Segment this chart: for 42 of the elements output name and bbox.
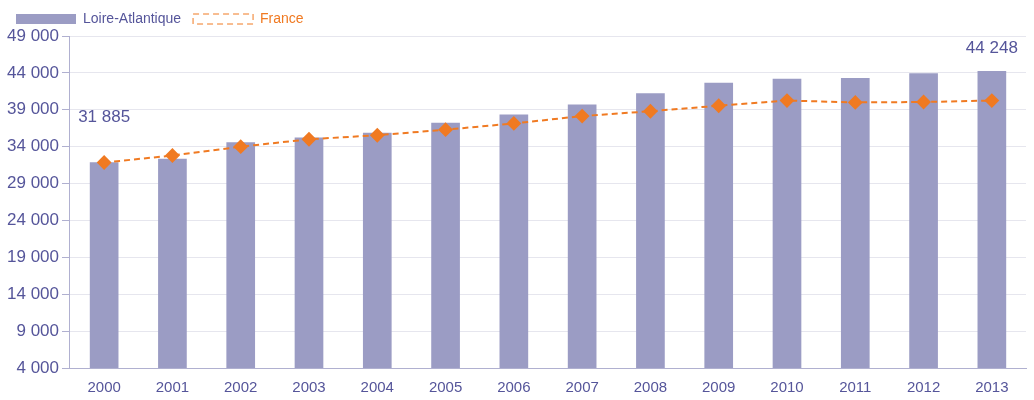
- y-tick-label: 39 000: [7, 99, 59, 119]
- y-tick-label: 44 000: [7, 62, 59, 82]
- point: [233, 139, 248, 154]
- point: [916, 95, 931, 110]
- point: [438, 122, 453, 137]
- x-tick-label: 2006: [497, 378, 531, 396]
- x-tick-label: 2004: [360, 378, 394, 396]
- y-tick-label: 4 000: [16, 357, 59, 377]
- point: [984, 93, 999, 108]
- legend-label: France: [260, 9, 304, 26]
- x-tick-label: 2011: [839, 378, 872, 396]
- x-tick-label: 2003: [292, 378, 326, 396]
- y-tick-label: 14 000: [7, 283, 59, 303]
- point: [780, 93, 794, 108]
- x-tick-label: 2005: [428, 378, 463, 396]
- legend-label: Loire-Atlantique: [83, 9, 182, 26]
- x-tick-label: 2007: [565, 378, 599, 396]
- x-tick-label: 2001: [155, 378, 190, 396]
- point: [97, 155, 112, 170]
- y-tick-label: 19 000: [7, 247, 59, 267]
- x-tick-label: 2009: [702, 378, 736, 396]
- point: [848, 95, 863, 110]
- x-tick-label: 2008: [633, 378, 668, 396]
- data-label: 31 885: [78, 107, 131, 127]
- point: [575, 109, 590, 124]
- x-tick-label: 2002: [224, 378, 258, 396]
- y-tick-label: 29 000: [7, 173, 59, 193]
- x-tick-label: 2012: [906, 378, 941, 396]
- point: [506, 116, 521, 131]
- data-label: 44 248: [965, 38, 1018, 58]
- x-tick-label: 2010: [770, 378, 804, 396]
- y-tick-label: 49 000: [7, 25, 59, 45]
- x-tick-label: 2000: [87, 378, 121, 396]
- x-tick-label: 2013: [975, 378, 1009, 396]
- point: [370, 128, 385, 143]
- point: [302, 132, 316, 147]
- point: [643, 104, 658, 119]
- y-tick-label: 9 000: [16, 320, 59, 340]
- y-tick-label: 24 000: [7, 210, 59, 230]
- point: [165, 148, 180, 163]
- point: [711, 98, 726, 113]
- y-tick-label: 34 000: [7, 136, 59, 156]
